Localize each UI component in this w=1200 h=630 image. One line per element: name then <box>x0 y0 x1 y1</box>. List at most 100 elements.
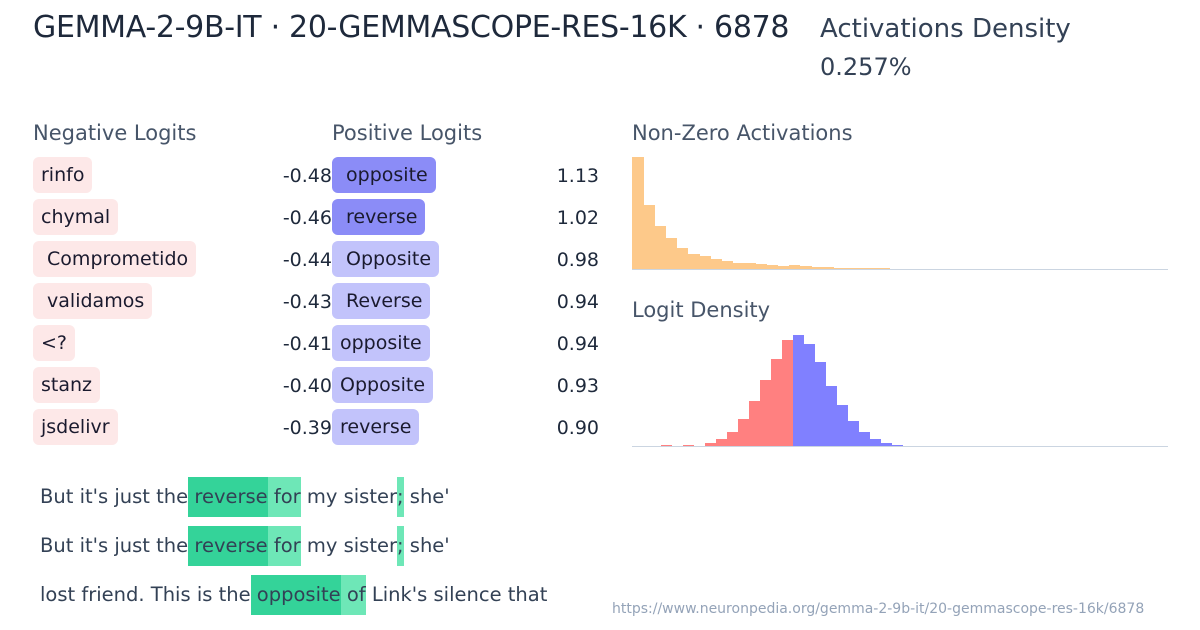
token-pill: Opposite <box>332 241 440 277</box>
source-url[interactable]: https://www.neuronpedia.org/gemma-2-9b-i… <box>612 601 1145 617</box>
logit-value: -0.43 <box>282 291 332 313</box>
histogram-bar <box>833 268 846 269</box>
histogram-bar <box>844 268 857 269</box>
histogram-bar <box>867 268 879 269</box>
token-text: Link's silence that <box>365 583 548 606</box>
histogram-bar-negative <box>760 380 771 446</box>
histogram-bar-negative <box>771 359 782 446</box>
highlighted-token: reverse <box>188 526 268 566</box>
logit-value: -0.41 <box>282 333 332 355</box>
negative-logit-row: <? -0.41 <box>33 325 332 367</box>
negative-logit-row: jsdelivr -0.39 <box>33 409 332 451</box>
token-pill: jsdelivr <box>33 409 118 445</box>
negative-logit-row: stanz -0.40 <box>33 367 332 409</box>
histogram-bar <box>710 259 722 269</box>
activation-example: But it's just the reverse for my sister;… <box>40 526 450 566</box>
histogram-bar-positive <box>881 443 892 446</box>
logit-value: -0.39 <box>282 417 332 439</box>
histogram-bar-positive <box>804 344 815 446</box>
histogram-bar <box>822 267 834 269</box>
histogram-bar <box>800 266 812 269</box>
histogram-bar-negative <box>727 432 738 446</box>
logit-value: 0.90 <box>556 417 599 439</box>
token-pill: <? <box>33 325 76 361</box>
positive-logits-list: opposite 1.13 reverse 1.02 Opposite 0.98 Re… <box>332 157 602 451</box>
logit-value: 1.02 <box>556 207 599 229</box>
highlighted-token: for <box>267 477 301 517</box>
histogram-bar-positive <box>848 421 859 446</box>
token-pill: Comprometido <box>33 241 197 277</box>
histogram-bar-positive <box>837 405 848 446</box>
activations-hist-title: Non-Zero Activations <box>632 121 853 145</box>
histogram-bar <box>654 226 666 269</box>
histogram-bar-negative <box>705 443 716 446</box>
histogram-bar <box>744 263 756 269</box>
histogram-bar <box>732 263 745 269</box>
logit-value: 0.94 <box>556 333 599 355</box>
histogram-bar-negative <box>716 439 727 446</box>
histogram-bar <box>811 267 823 269</box>
feature-title: GEMMA-2-9B-IT · 20-GEMMASCOPE-RES-16K · … <box>33 10 790 45</box>
highlighted-token: of <box>340 575 366 615</box>
histogram-bar <box>766 265 778 269</box>
token-text: lost friend. This is the <box>40 583 251 606</box>
histogram-bar-positive <box>793 335 804 446</box>
histogram-bar <box>721 261 734 269</box>
token-pill: validamos <box>33 283 153 319</box>
token-text: my sister <box>300 485 398 508</box>
negative-logits-title: Negative Logits <box>33 121 197 145</box>
logit-value: -0.40 <box>282 375 332 397</box>
token-pill: opposite <box>332 325 430 361</box>
positive-logit-row: opposite 1.13 <box>332 157 602 199</box>
activations-histogram <box>632 150 1168 270</box>
histogram-bar-positive <box>826 386 837 446</box>
positive-logit-row: opposite 0.94 <box>332 325 602 367</box>
token-pill: reverse <box>332 409 420 445</box>
histogram-bar <box>632 157 644 269</box>
histogram-bar-negative <box>749 401 760 446</box>
histogram-bar-negative <box>782 340 793 446</box>
histogram-bar <box>777 266 790 269</box>
logit-value: -0.46 <box>282 207 332 229</box>
density-value: 0.257% <box>820 53 912 81</box>
histogram-bar <box>676 248 689 269</box>
highlighted-token: ; <box>397 477 404 517</box>
histogram-bar <box>699 256 711 269</box>
histogram-bar <box>665 238 678 269</box>
histogram-bar-negative <box>683 445 694 446</box>
negative-logit-row: validamos -0.43 <box>33 283 332 325</box>
logit-value: 1.13 <box>556 165 599 187</box>
token-pill: reverse <box>332 199 426 235</box>
negative-logit-row: rinfo -0.48 <box>33 157 332 199</box>
token-text: she' <box>403 485 450 508</box>
logit-density-title: Logit Density <box>632 298 771 322</box>
positive-logit-row: reverse 0.90 <box>332 409 602 451</box>
logit-value: -0.44 <box>282 249 332 271</box>
histogram-bar-negative <box>738 419 749 446</box>
histogram-bar <box>878 268 890 269</box>
activation-example: But it's just the reverse for my sister;… <box>40 477 450 517</box>
histogram-bar-positive <box>870 439 881 446</box>
token-pill: opposite <box>332 157 436 193</box>
logit-value: -0.48 <box>282 165 332 187</box>
activation-example: lost friend. This is the opposite of Lin… <box>40 575 547 615</box>
histogram-bar <box>643 205 655 269</box>
histogram-bar <box>755 264 767 269</box>
token-text: she' <box>403 534 450 557</box>
histogram-bar-positive <box>892 445 903 446</box>
negative-logit-row: chymal -0.46 <box>33 199 332 241</box>
activations-density: Activations Density 0.257% <box>820 10 1071 86</box>
token-pill: Opposite <box>332 367 434 403</box>
positive-logits-title: Positive Logits <box>332 121 483 145</box>
positive-logit-row: Opposite 0.98 <box>332 241 602 283</box>
highlighted-token: ; <box>397 526 404 566</box>
token-text: But it's just the <box>40 485 189 508</box>
histogram-bar <box>788 265 801 269</box>
token-pill: chymal <box>33 199 119 235</box>
token-pill: stanz <box>33 367 101 403</box>
token-pill: rinfo <box>33 157 93 193</box>
logit-density-histogram <box>632 328 1168 447</box>
logit-value: 0.93 <box>556 375 599 397</box>
highlighted-token: for <box>267 526 301 566</box>
highlighted-token: reverse <box>188 477 268 517</box>
